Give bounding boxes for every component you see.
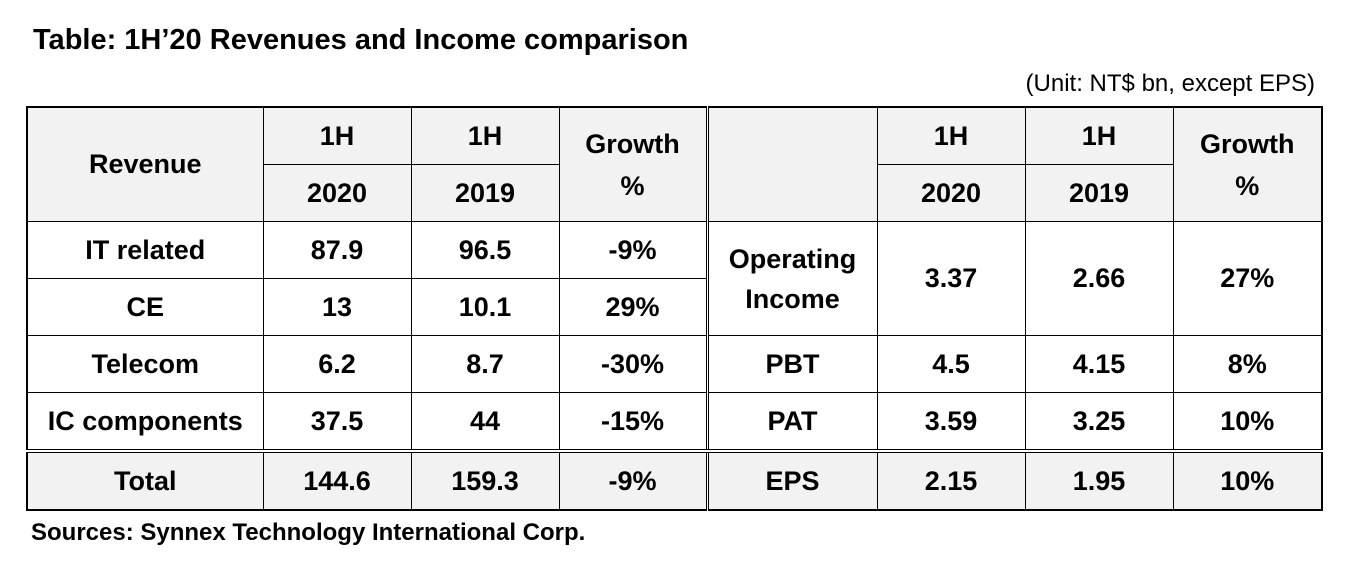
revenue-label: Telecom <box>26 335 264 393</box>
total-2020: 144.6 <box>262 449 412 511</box>
income-label: Operating Income <box>705 221 878 336</box>
income-growth: 8% <box>1172 335 1323 393</box>
comparison-table: Revenue 1H 1H Growth % 1H 1H Growth % 20… <box>26 106 1323 511</box>
revenue-2020: 13 <box>262 278 412 336</box>
col-1h-2020-top-right: 1H <box>876 106 1026 165</box>
income-header <box>705 106 878 222</box>
table-title: Table: 1H’20 Revenues and Income compari… <box>33 24 689 56</box>
revenue-growth: 29% <box>558 278 708 336</box>
revenue-2019: 96.5 <box>410 221 560 279</box>
header-row-bottom: 2020 2019 2020 2019 <box>27 164 1322 222</box>
income-2019: 4.15 <box>1024 335 1174 393</box>
income-2019: 2.66 <box>1024 221 1174 336</box>
table-row: CE 13 10.1 29% <box>26 278 1322 336</box>
income-growth: 27% <box>1172 221 1323 336</box>
table-row: Telecom 6.2 8.7 -30% PBT 4.5 4.15 8% <box>26 335 1323 393</box>
revenue-header: Revenue <box>26 106 264 222</box>
col-1h-2020-top: 1H <box>262 106 412 165</box>
total-2019: 159.3 <box>410 449 560 511</box>
growth-header-line1: Growth <box>585 128 680 159</box>
revenue-2019: 8.7 <box>410 335 560 393</box>
growth-header-right: Growth % <box>1172 106 1323 222</box>
growth-header: Growth % <box>558 106 708 222</box>
revenue-2020: 87.9 <box>262 221 412 279</box>
revenue-growth: -30% <box>558 335 708 393</box>
table-row: IC components 37.5 44 -15% PAT 3.59 3.25… <box>26 392 1323 452</box>
growth-header-line2: % <box>620 170 645 201</box>
col-2019: 2019 <box>410 164 560 222</box>
growth-header-right-line1: Growth <box>1200 128 1295 159</box>
total-growth: -9% <box>558 449 708 511</box>
income-2019: 1.95 <box>1024 449 1174 511</box>
col-2019-right: 2019 <box>1024 164 1174 222</box>
total-row: Total 144.6 159.3 -9% EPS 2.15 1.95 10% <box>26 449 1323 511</box>
income-label-line1: Operating <box>728 243 857 274</box>
revenue-2020: 6.2 <box>262 335 412 393</box>
income-growth: 10% <box>1172 449 1323 511</box>
col-2020: 2020 <box>262 164 412 222</box>
income-label-line2: Income <box>745 283 840 314</box>
income-2020: 3.59 <box>876 392 1026 452</box>
col-1h-2019-top: 1H <box>410 106 560 165</box>
revenue-label: IC components <box>26 392 264 452</box>
income-label: PBT <box>705 335 878 393</box>
income-2020: 4.5 <box>876 335 1026 393</box>
income-label: EPS <box>705 449 878 511</box>
income-growth: 10% <box>1172 392 1323 452</box>
revenue-label: CE <box>26 278 264 336</box>
total-label: Total <box>26 449 264 511</box>
income-2020: 2.15 <box>876 449 1026 511</box>
revenue-2019: 44 <box>410 392 560 452</box>
revenue-label: IT related <box>26 221 264 279</box>
source-note: Sources: Synnex Technology International… <box>31 519 586 546</box>
table-row: IT related 87.9 96.5 -9% Operating Incom… <box>26 221 1323 336</box>
header-row-top: Revenue 1H 1H Growth % 1H 1H Growth % <box>26 106 1323 222</box>
col-1h-2019-top-right: 1H <box>1024 106 1174 165</box>
revenue-2020: 37.5 <box>262 392 412 452</box>
growth-header-right-line2: % <box>1235 170 1260 201</box>
unit-note: (Unit: NT$ bn, except EPS) <box>1025 70 1315 97</box>
income-2020: 3.37 <box>876 221 1026 336</box>
income-label: PAT <box>705 392 878 452</box>
revenue-growth: -9% <box>558 221 708 279</box>
revenue-2019: 10.1 <box>410 278 560 336</box>
revenue-growth: -15% <box>558 392 708 452</box>
income-2019: 3.25 <box>1024 392 1174 452</box>
col-2020-right: 2020 <box>876 164 1026 222</box>
